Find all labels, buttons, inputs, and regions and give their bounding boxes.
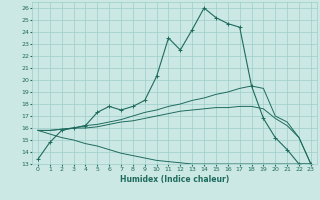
X-axis label: Humidex (Indice chaleur): Humidex (Indice chaleur) (120, 175, 229, 184)
